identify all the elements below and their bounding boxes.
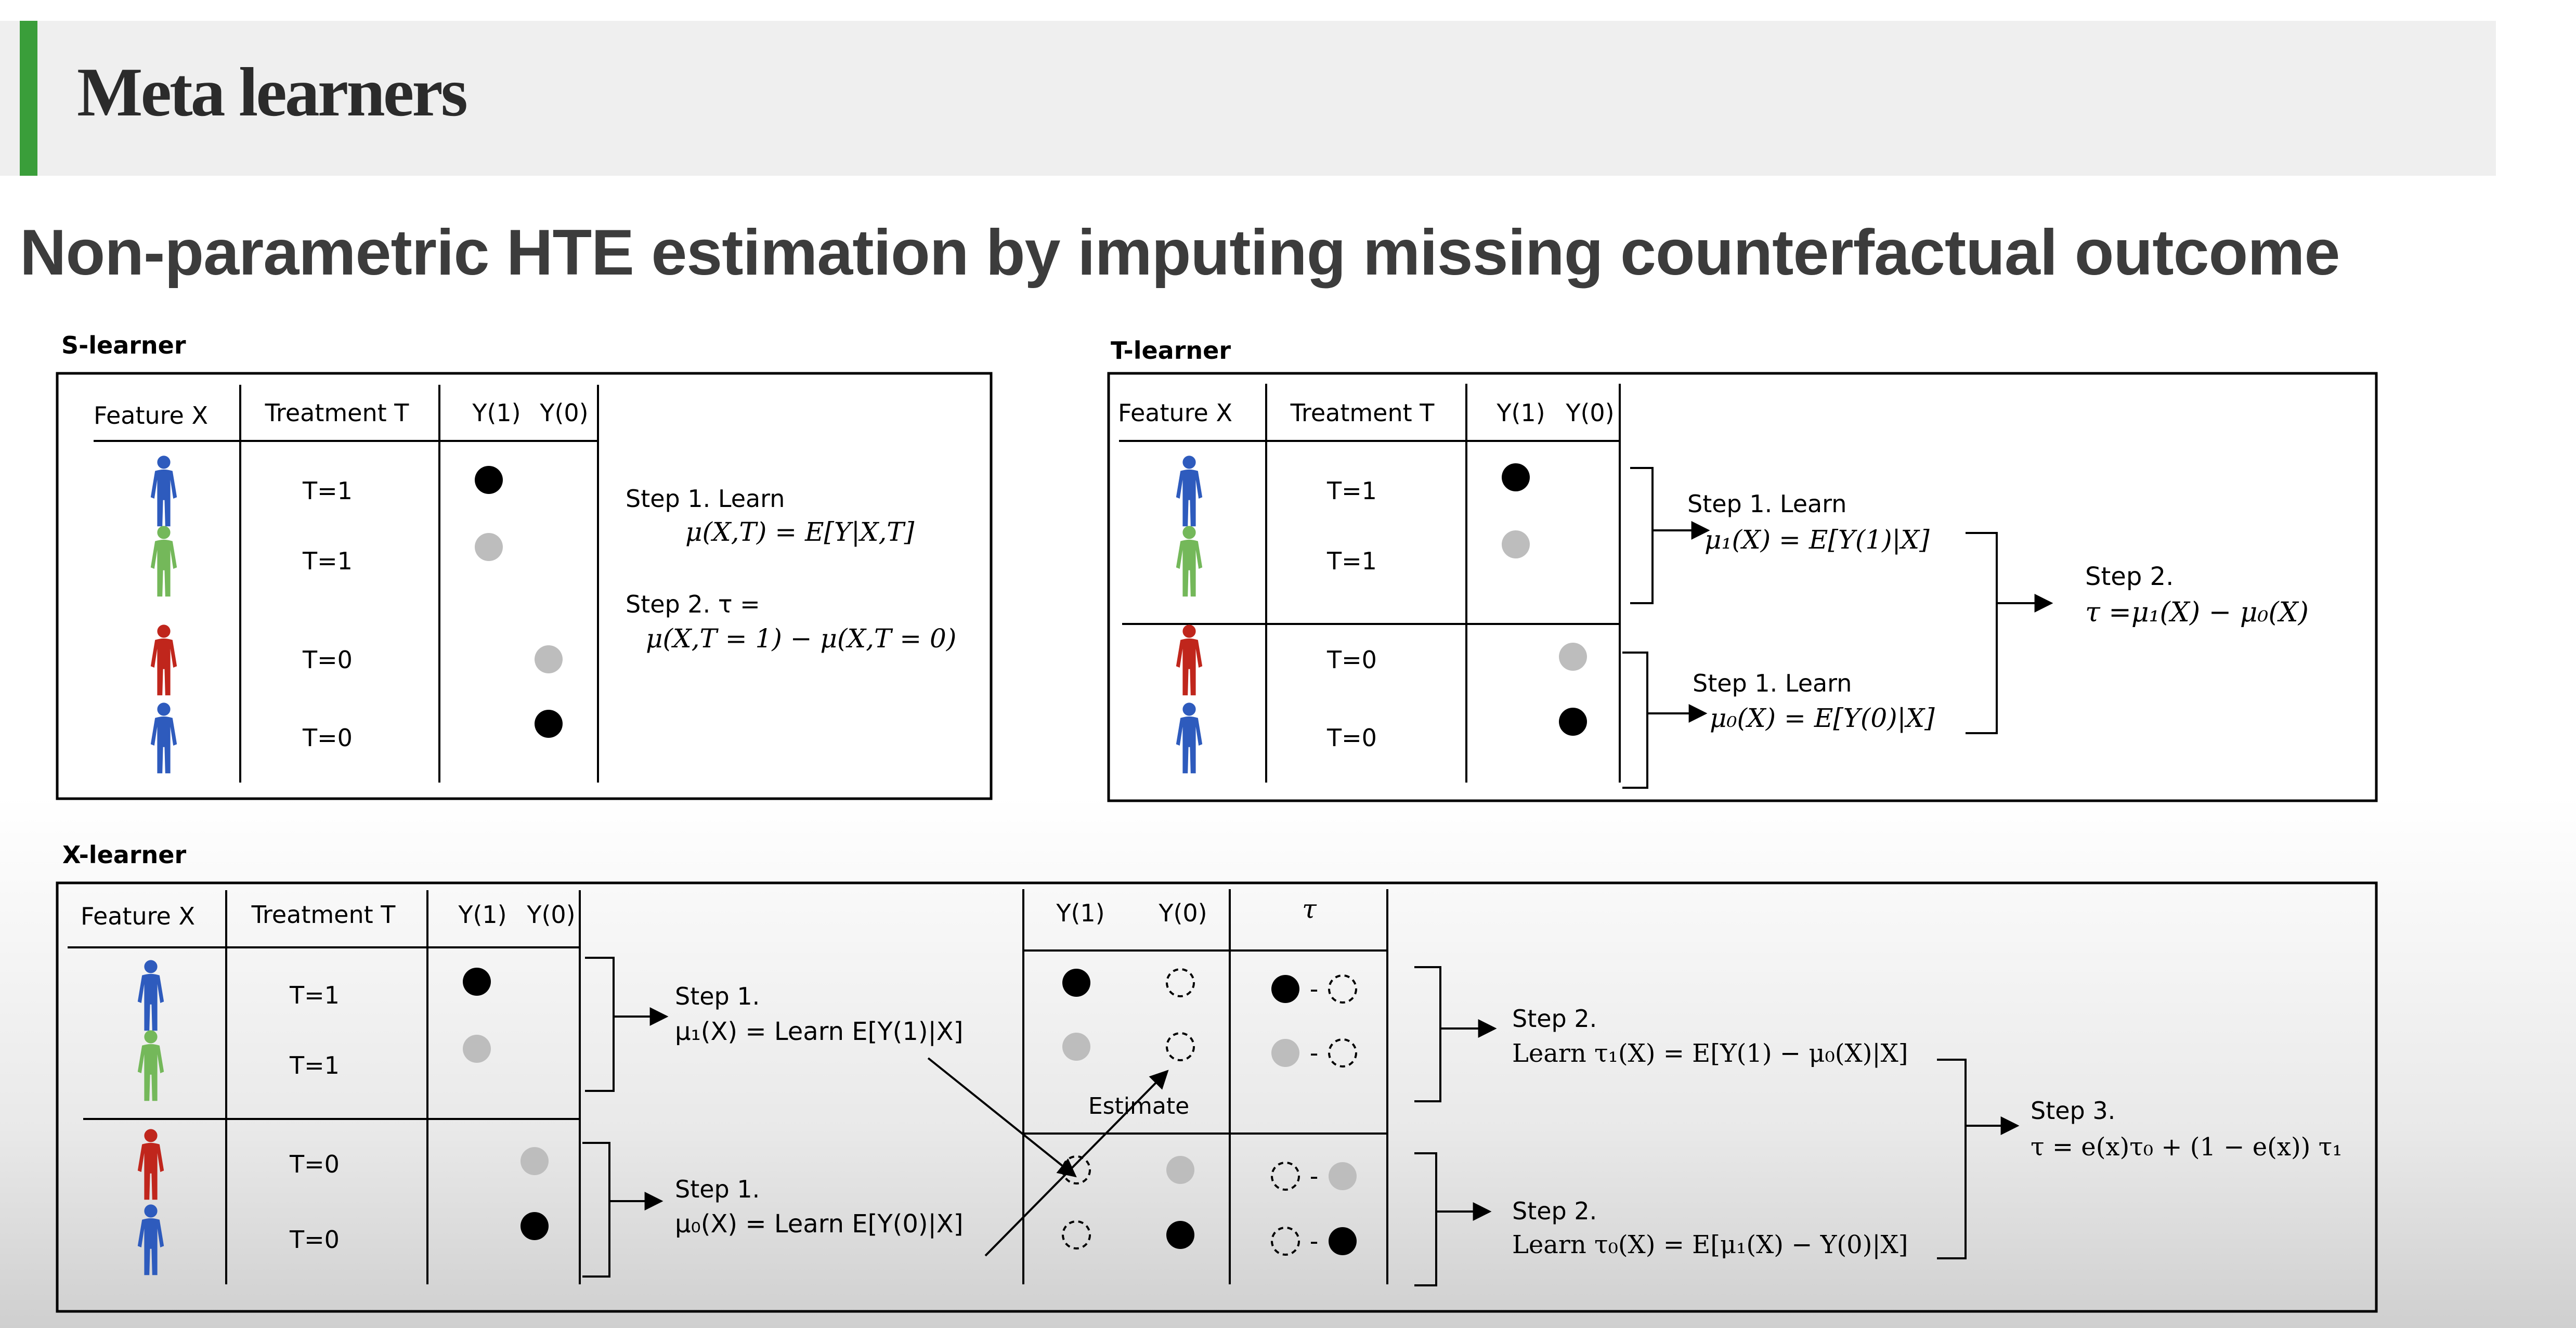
x-estimate-label: Estimate [1088,1093,1189,1119]
t-step1b-title: Step 1. Learn [1693,669,1852,697]
imputed-dot [1328,1038,1357,1067]
person-icon [137,1204,164,1275]
treatment-cell: T=0 [302,646,353,674]
imputed-dot [1271,1227,1300,1256]
x-learner-label: X-learner [62,841,186,869]
imputed-header-y1: Y(1) [1056,899,1104,927]
s-step1-title: Step 1. Learn [626,485,785,513]
s-learner-label: S-learner [61,331,186,359]
outcome-dot [475,533,503,561]
outcome-dot [463,968,491,996]
tau-dash: - [1310,975,1319,1003]
outcome-dot [1329,1227,1357,1255]
treatment-cell: T=1 [1326,547,1377,575]
outcome-dot [1502,530,1530,558]
person-icon [137,1030,164,1101]
outcome-dot [1062,1033,1090,1061]
imputed-dot [1062,1155,1091,1184]
outcome-dot [475,466,503,494]
t-step1a-formula: μ₁(X) = E[Y(1)|X] [1705,525,1930,555]
person-icon [137,960,164,1031]
x-step2a-formula: Learn τ₁(X) = E[Y(1) − μ₀(X)|X] [1512,1039,1908,1068]
s-header-feature: Feature X [94,401,208,429]
outcome-dot [1271,975,1299,1003]
x-step1b-title: Step 1. [675,1175,760,1203]
outcome-dot [1271,1039,1299,1067]
treatment-cell: T=1 [289,1051,340,1079]
x-step2a-title: Step 2. [1512,1005,1597,1033]
treatment-cell: T=0 [289,1226,340,1254]
outcome-dot [1329,1162,1357,1190]
outcome-dot [1062,969,1090,997]
s-learner-box [56,372,993,800]
imputed-dot [1166,1032,1195,1061]
outcome-dot [535,645,563,673]
x-step3-formula: τ = e(x)τ₀ + (1 − e(x)) τ₁ [2031,1132,2342,1162]
x-header-feature: Feature X [81,902,195,930]
title-bar [0,21,2496,176]
tau-dash: - [1310,1227,1319,1255]
imputed-dot [1271,1162,1300,1191]
treatment-cell: T=1 [302,477,353,505]
t-step1a-title: Step 1. Learn [1687,490,1846,518]
imputed-dot [1328,974,1357,1004]
slide-subtitle: Non-parametric HTE estimation by imputin… [20,217,2340,289]
treatment-cell: T=0 [1326,646,1377,674]
t-header-treatment: Treatment T [1290,399,1435,427]
treatment-cell: T=1 [289,981,340,1009]
t-step1b-formula: μ₀(X) = E[Y(0)|X] [1710,703,1935,733]
s-learner-panel: S-learner Feature X Treatment T Y(1) Y(0… [56,331,993,800]
t-header-y1: Y(1) [1496,399,1545,427]
x-learner-box [56,881,2378,1313]
outcome-dot [1559,708,1587,736]
t-learner-box [1107,372,2378,802]
outcome-dot [1166,1156,1194,1184]
treatment-cell: T=1 [302,547,353,575]
tau-dash: - [1310,1162,1319,1190]
imputed-header-y0: Y(0) [1158,899,1207,927]
t-learner-panel: T-learner Feature X Treatment T Y(1) Y(0… [1107,336,2378,802]
imputed-dot [1062,1220,1091,1249]
treatment-cell: T=1 [1326,477,1377,505]
t-step2-formula: τ =μ₁(X) − μ₀(X) [2085,597,2309,628]
imputed-dot [1166,968,1195,997]
outcome-dot [1166,1221,1194,1249]
s-step2-formula: μ(X,T = 1) − μ(X,T = 0) [646,623,956,654]
slide-title: Meta learners [77,54,468,131]
outcome-dot [535,710,563,738]
s-header-treatment: Treatment T [265,399,410,427]
x-step2b-formula: Learn τ₀(X) = E[μ₁(X) − Y(0)|X] [1512,1230,1908,1259]
s-step2-title: Step 2. τ = [626,590,760,618]
outcome-dot [521,1147,549,1175]
t-learner-label: T-learner [1111,336,1231,364]
t-header-y0: Y(0) [1565,399,1614,427]
imputed-header-tau: τ [1302,894,1317,924]
outcome-dot [1559,643,1587,671]
s-header-y0: Y(0) [539,399,588,427]
treatment-cell: T=0 [289,1150,340,1178]
treatment-cell: T=0 [1326,724,1377,752]
x-learner-panel: X-learner Feature X Treatment T Y(1) Y(0… [56,841,2378,1313]
x-step1a-title: Step 1. [675,982,760,1010]
x-step3-title: Step 3. [2031,1097,2115,1125]
x-step1b-formula: μ₀(X) = Learn E[Y(0)|X] [675,1209,963,1239]
tau-dash: - [1310,1039,1319,1067]
x-header-y1: Y(1) [458,901,506,929]
outcome-dot [1502,463,1530,491]
x-header-y0: Y(0) [526,901,575,929]
t-step2-title: Step 2. [2085,562,2174,591]
outcome-dot [521,1212,549,1240]
s-header-y1: Y(1) [472,399,521,427]
x-header-treatment: Treatment T [251,901,396,929]
x-step2b-title: Step 2. [1512,1197,1597,1225]
s-step1-formula: μ(X,T) = E[Y|X,T] [685,517,915,547]
outcome-dot [463,1035,491,1063]
person-icon [137,1129,164,1200]
title-accent-bar [20,21,37,176]
t-header-feature: Feature X [1118,399,1232,427]
x-step1a-formula: μ₁(X) = Learn E[Y(1)|X] [675,1017,963,1046]
treatment-cell: T=0 [302,724,353,752]
